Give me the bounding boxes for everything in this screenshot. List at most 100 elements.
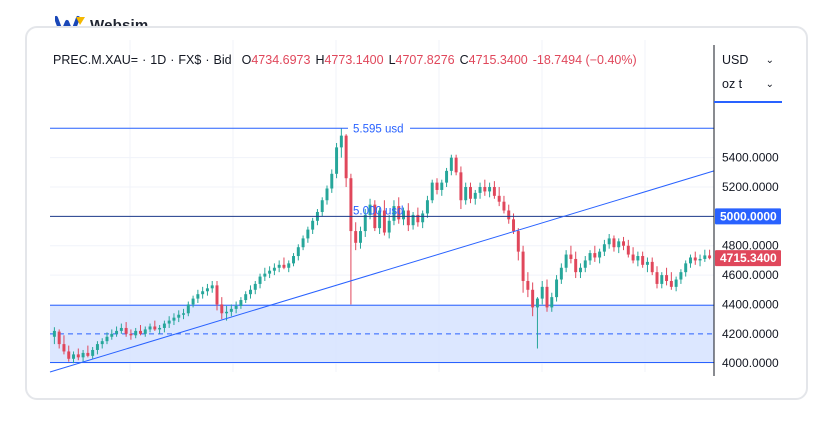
candle-body (483, 187, 487, 192)
candle-body (210, 285, 214, 289)
price-tick-label: 4400.0000 (722, 297, 779, 311)
price-tick-label: 4000.0000 (722, 356, 779, 370)
candle-body (669, 280, 673, 287)
candle-body (578, 267, 582, 273)
drawings-layer: 5.595 usd 5.000 usd (49, 120, 715, 373)
candle-body (349, 178, 353, 232)
candle-body (239, 300, 243, 306)
candle-body (358, 231, 362, 243)
candle-body (115, 330, 119, 334)
candle-body (684, 263, 688, 273)
candle-body (62, 344, 66, 352)
candle-body (535, 298, 539, 308)
candle-body (507, 210, 511, 220)
candle-body (526, 280, 530, 290)
candle-body (641, 256, 645, 265)
candle-body (52, 330, 56, 337)
unit-value: oz t (722, 77, 743, 91)
close-key: C (459, 53, 469, 67)
candle-body (516, 231, 520, 252)
hline-top-label-bg (348, 120, 410, 137)
zone-layer (50, 304, 714, 363)
candle-body (282, 264, 286, 268)
candle-body (588, 253, 592, 261)
candle-body (660, 275, 664, 284)
candle-body (215, 285, 219, 305)
candle-body (325, 188, 329, 201)
price-tick-label: 5200.0000 (722, 180, 779, 194)
price-tick-label: 4200.0000 (722, 327, 779, 341)
candle-body (521, 251, 525, 281)
candle-body (67, 351, 71, 359)
candle-body (655, 272, 659, 284)
low-value: 4707.8276 (395, 53, 455, 67)
candle-body (263, 273, 267, 277)
candle-body (650, 261, 654, 273)
candle-body (645, 261, 649, 265)
candle-body (205, 288, 209, 292)
candle-body (598, 251, 602, 258)
candle-body (72, 354, 76, 359)
candle-body (564, 254, 568, 268)
candle-body (86, 352, 90, 356)
candle-body (693, 257, 697, 261)
separator-dot: · (142, 53, 147, 67)
hline-top-label: 5.595 usd (353, 123, 404, 135)
candle-body (186, 304, 190, 314)
candle-body (550, 297, 554, 308)
low-key: L (388, 53, 396, 67)
candle-body (574, 258, 578, 273)
candle-body (512, 219, 516, 232)
candle-body (354, 231, 358, 243)
trendline (49, 170, 715, 373)
currency-select[interactable]: USD ⌄ (716, 48, 780, 72)
candle-body (416, 214, 420, 223)
candle-body (378, 210, 382, 229)
candle-body (464, 187, 468, 201)
candle-body (502, 201, 506, 211)
candle-body (129, 333, 133, 336)
candle-body (191, 298, 195, 305)
candle-body (105, 336, 109, 342)
candle-body (201, 291, 205, 295)
candle-body (363, 214, 367, 232)
chevron-down-icon: ⌄ (765, 78, 774, 90)
unit-select[interactable]: oz t ⌄ (716, 72, 780, 96)
candle-body (492, 187, 496, 196)
price-tick-label: 5400.0000 (722, 151, 779, 165)
candle-body (320, 200, 324, 212)
candle-body (182, 313, 186, 315)
candle-body (473, 192, 477, 199)
price-tick-label: 4600.0000 (722, 268, 779, 282)
candle-body (679, 272, 683, 280)
candle-body (406, 210, 410, 226)
candle-body (196, 294, 200, 299)
interval-label[interactable]: 1D (150, 53, 167, 67)
candle-body (622, 241, 626, 246)
symbol-name[interactable]: PREC.M.XAU= (53, 53, 139, 67)
candle-body (138, 330, 142, 334)
candle-body (287, 263, 291, 268)
candle-body (301, 238, 305, 248)
candle-body (665, 275, 669, 281)
high-key: H (315, 53, 325, 67)
ohlc-values: O4734.6973 H4773.1400 L4707.8276 C4715.3… (242, 53, 528, 67)
candle-body (449, 157, 453, 171)
candle-body (531, 289, 535, 308)
candle-body (425, 200, 429, 214)
hline-mid-label: 5.000 usd (353, 205, 404, 217)
close-value: 4715.3400 (468, 53, 528, 67)
candle-body (593, 253, 597, 258)
candle-body (703, 255, 707, 259)
candle-body (268, 270, 272, 274)
candle-body (344, 135, 348, 179)
candle-body (478, 187, 482, 193)
candle-body (76, 354, 80, 358)
candle-body (540, 286, 544, 299)
candle-body (708, 255, 712, 259)
candle-body (430, 182, 434, 201)
candle-body (688, 257, 692, 264)
candle-body (148, 326, 152, 330)
ohlc-legend: PREC.M.XAU= · 1D · FX$ · Bid O4734.6973 … (53, 53, 637, 67)
